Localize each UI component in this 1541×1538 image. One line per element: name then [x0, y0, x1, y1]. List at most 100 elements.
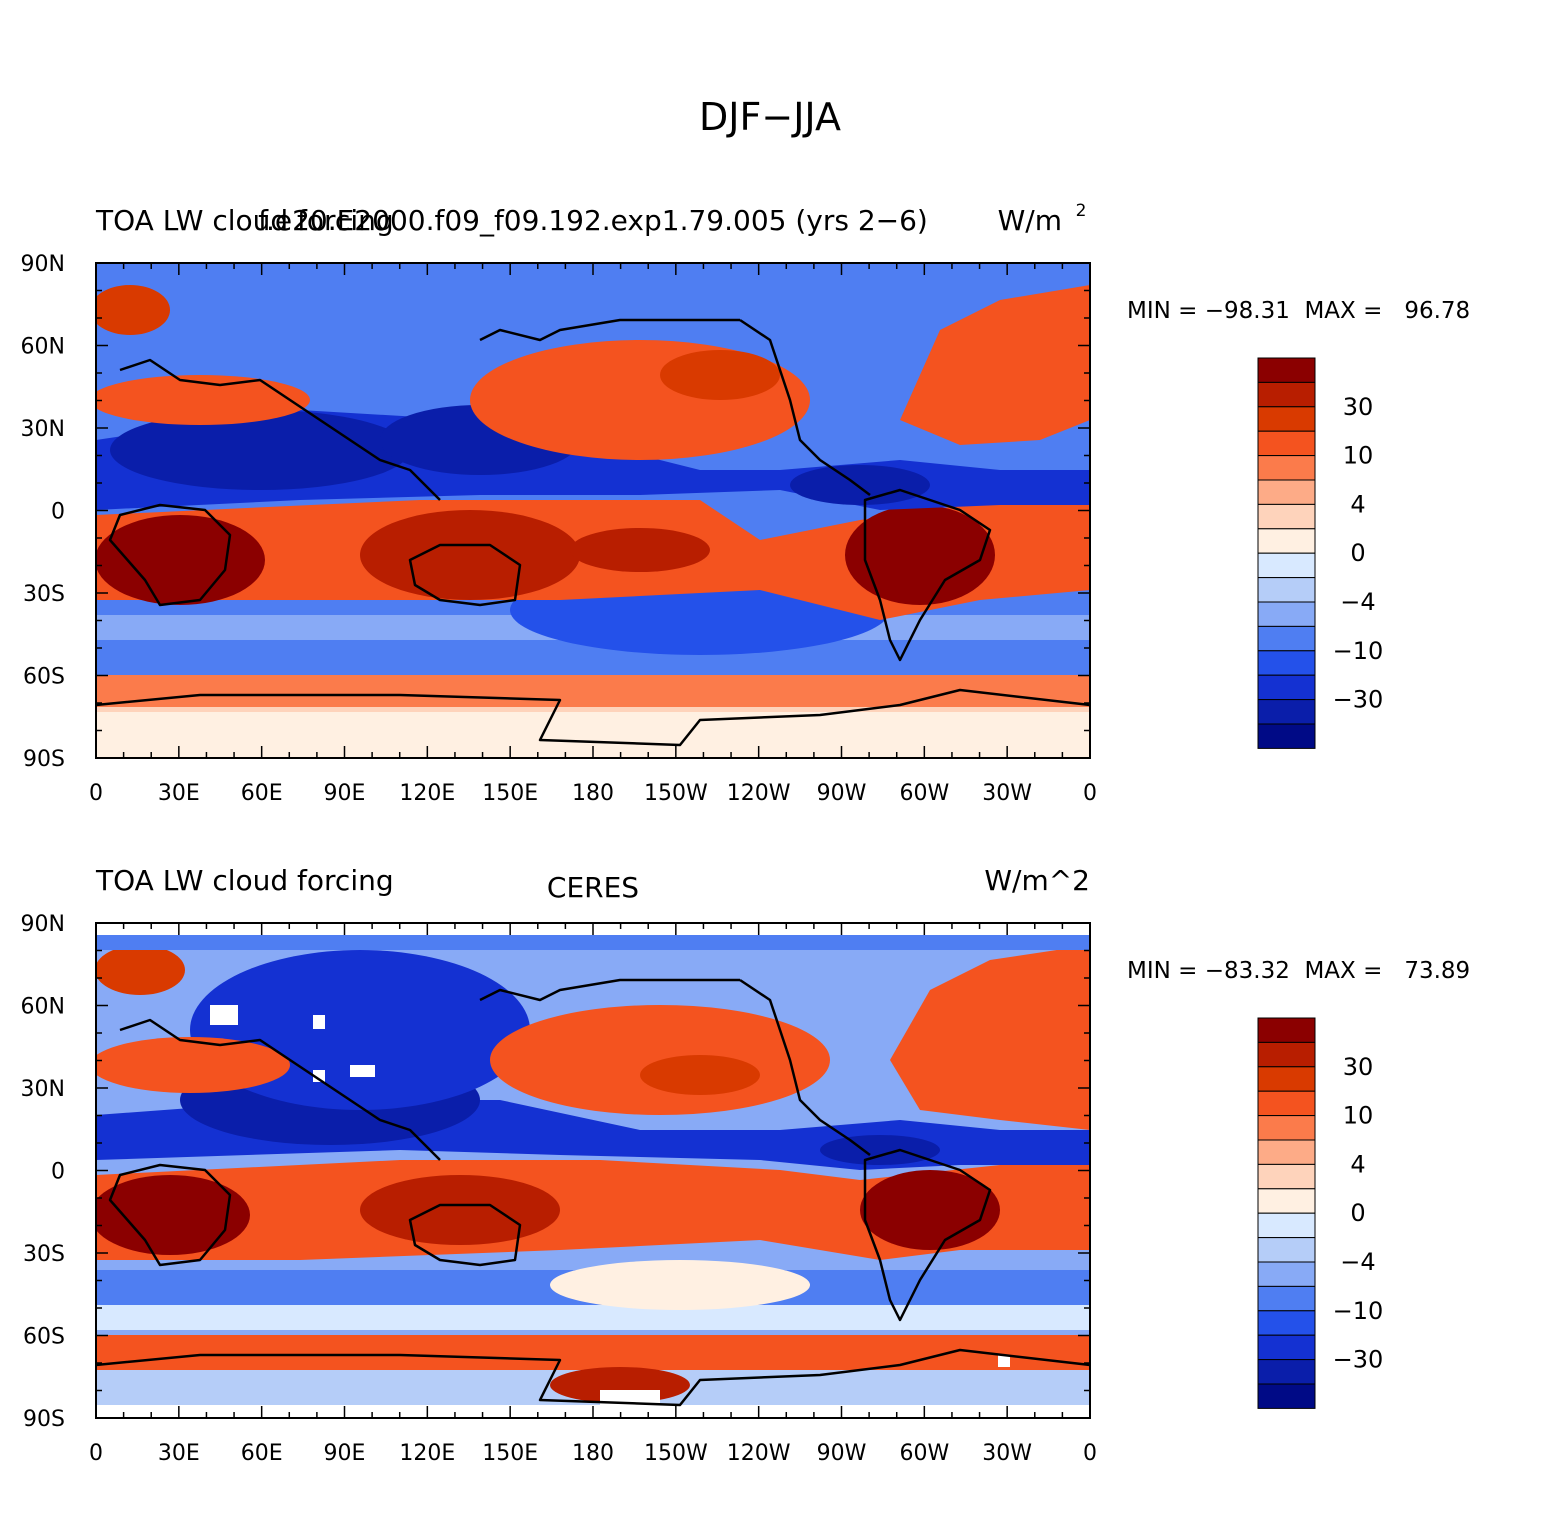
colorbar-swatch [1257, 357, 1316, 383]
lat-tick-label: 90N [21, 912, 65, 937]
colorbar-swatch [1257, 1163, 1316, 1190]
colorbar-swatch [1257, 650, 1316, 676]
colorbar-swatch [1257, 1041, 1316, 1068]
lon-tick-label: 180 [572, 1441, 614, 1466]
lon-tick-label: 150E [482, 1441, 538, 1466]
panel-1-left-title: TOA LW cloud forcing [95, 204, 394, 237]
lat-tick-label: 30N [21, 417, 65, 442]
lon-tick-label: 0 [89, 781, 103, 806]
lat-tick-label: 0 [51, 500, 65, 525]
lon-tick-label: 0 [89, 1441, 103, 1466]
colorbar-swatch [1257, 406, 1316, 432]
panel-1-lon-labels: 0 30E 60E 90E 120E 150E 180 150W 120W 90W 60W 30W 0 [89, 781, 1097, 806]
colorbar-swatch [1257, 1237, 1316, 1263]
colorbar-swatch [1257, 1334, 1316, 1361]
panel-2-map-field [96, 923, 1090, 1418]
lon-tick-label: 90E [324, 781, 366, 806]
colorbar-swatch [1257, 1285, 1316, 1312]
panel-2-left-title: TOA LW cloud forcing [95, 864, 394, 897]
lon-tick-label: 120W [727, 781, 791, 806]
lat-tick-label: 90S [23, 747, 65, 772]
colorbar-swatch [1257, 381, 1316, 408]
panel-1-axis-ticks [95, 262, 1091, 759]
colorbar-swatch [1257, 601, 1316, 627]
colorbar-swatch [1257, 699, 1316, 725]
colorbar-swatch [1257, 1383, 1316, 1409]
colorbar-label: 10 [1343, 442, 1374, 470]
lat-tick-label: 90S [23, 1407, 65, 1432]
lon-tick-label: 60E [241, 1441, 283, 1466]
colorbar-label: 0 [1350, 1199, 1365, 1227]
colorbar-swatch [1257, 503, 1316, 530]
panel-2-colorbar: 30 10 4 0 −4 −10 −30 [1257, 1017, 1384, 1409]
panel-2-axis-ticks [95, 922, 1091, 1419]
lat-tick-label: 60S [23, 665, 65, 690]
figure-title: DJF−JJA [699, 95, 841, 139]
lat-tick-label: 0 [51, 1160, 65, 1185]
colorbar-label: −10 [1333, 637, 1384, 665]
colorbar-label: −4 [1340, 1248, 1375, 1276]
colorbar-swatch [1257, 1261, 1316, 1287]
panel-2-center-title: CERES [547, 871, 639, 904]
lon-tick-label: 120E [399, 781, 455, 806]
lon-tick-label: 0 [1083, 1441, 1097, 1466]
colorbar-swatch [1257, 1139, 1316, 1165]
panel-2-lat-labels: 90N 60N 30N 0 30S 60S 90S [21, 912, 65, 1432]
panel-2-lon-labels: 0 30E 60E 90E 120E 150E 180 150W 120W 90W 60W 30W 0 [89, 1441, 1097, 1466]
panel-2-ceres: TOA LW cloud forcing CERES W/m^2 [21, 864, 1471, 1466]
lon-tick-label: 90W [817, 781, 867, 806]
colorbar-swatch [1257, 577, 1316, 603]
lat-tick-label: 30N [21, 1077, 65, 1102]
colorbar-label: −10 [1333, 1297, 1384, 1325]
colorbar-swatch [1257, 1310, 1316, 1336]
panel-1-model: TOA LW cloud forcing f.e20.E2000.f09_f09… [21, 201, 1471, 806]
colorbar-swatch [1257, 479, 1316, 505]
panel-2-units: W/m^2 [984, 864, 1090, 897]
colorbar-swatch [1257, 430, 1316, 457]
colorbar-swatch [1257, 674, 1316, 701]
panel-1-center-title: f.e20.E2000.f09_f09.192.exp1.79.005 (yrs… [258, 204, 928, 237]
colorbar-label: 30 [1343, 1053, 1374, 1081]
colorbar-label: 4 [1350, 490, 1365, 518]
colorbar-swatch [1257, 1212, 1316, 1239]
lon-tick-label: 90E [324, 1441, 366, 1466]
colorbar-swatch [1257, 528, 1316, 554]
colorbar-label: 4 [1350, 1150, 1365, 1178]
panel-1-minmax: MIN = −98.31 MAX = 96.78 [1127, 298, 1470, 324]
colorbar-swatch [1257, 1359, 1316, 1385]
lon-tick-label: 0 [1083, 781, 1097, 806]
colorbar-swatch [1257, 625, 1316, 652]
colorbar-label: 10 [1343, 1102, 1374, 1130]
lon-tick-label: 120W [727, 1441, 791, 1466]
lon-tick-label: 60W [899, 781, 949, 806]
colorbar-label: 30 [1343, 393, 1374, 421]
panel-1-units-superscript: 2 [1076, 201, 1087, 221]
colorbar-swatch [1257, 1188, 1316, 1214]
panel-2-minmax: MIN = −83.32 MAX = 73.89 [1127, 958, 1470, 984]
panel-2-coastlines [95, 978, 1091, 1407]
colorbar-swatch [1257, 455, 1316, 481]
lon-tick-label: 150E [482, 781, 538, 806]
lat-tick-label: 30S [23, 1242, 65, 1267]
colorbar-swatch [1257, 1115, 1316, 1141]
lat-tick-label: 60S [23, 1325, 65, 1350]
colorbar-label: −30 [1333, 686, 1384, 714]
lat-tick-label: 60N [21, 335, 65, 360]
lon-tick-label: 30E [158, 781, 200, 806]
lon-tick-label: 180 [572, 781, 614, 806]
lon-tick-label: 30E [158, 1441, 200, 1466]
lat-tick-label: 30S [23, 582, 65, 607]
lon-tick-label: 150W [644, 781, 708, 806]
colorbar-swatch [1257, 552, 1316, 579]
colorbar-swatch [1257, 1090, 1316, 1117]
lat-tick-label: 90N [21, 252, 65, 277]
colorbar-label: −30 [1333, 1346, 1384, 1374]
lon-tick-label: 60W [899, 1441, 949, 1466]
lon-tick-label: 30W [982, 781, 1032, 806]
lon-tick-label: 30W [982, 1441, 1032, 1466]
panel-1-map-field [96, 263, 1090, 758]
colorbar-label: −4 [1340, 588, 1375, 616]
colorbar-swatch [1257, 1017, 1316, 1043]
lat-tick-label: 60N [21, 995, 65, 1020]
lon-tick-label: 120E [399, 1441, 455, 1466]
